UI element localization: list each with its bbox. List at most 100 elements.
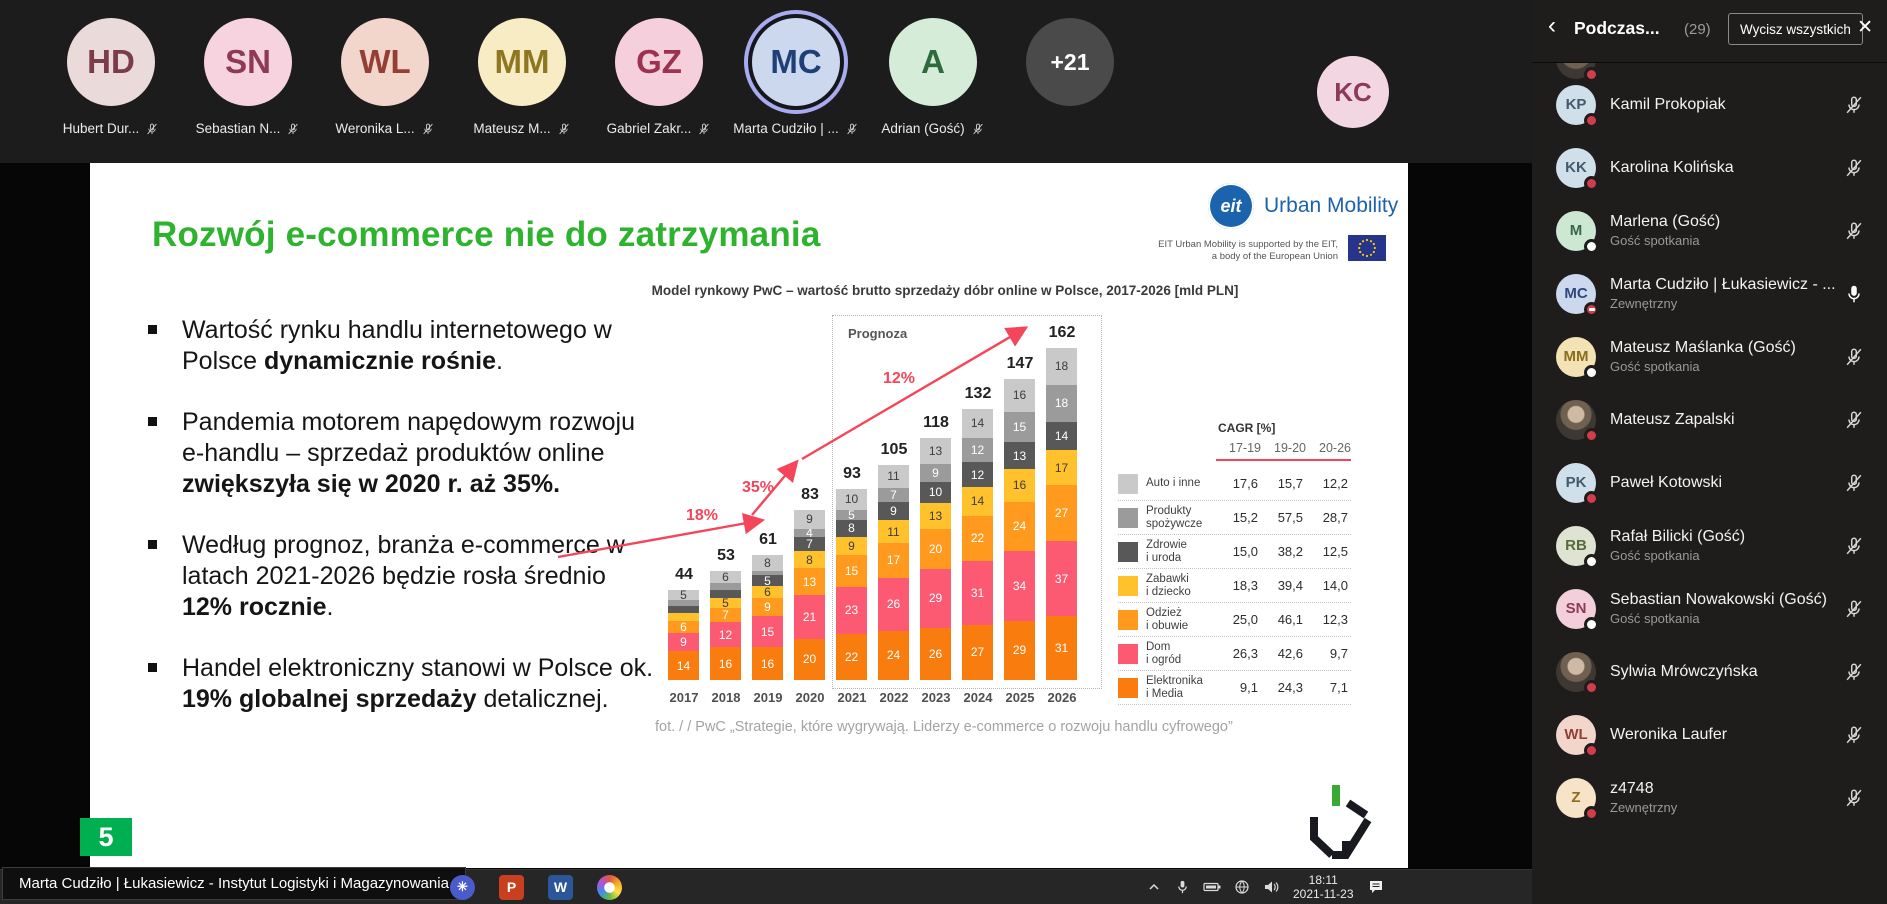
eit-urban-mobility-logo: eit Urban Mobility — [1208, 183, 1398, 229]
notification-center-icon[interactable] — [1367, 878, 1385, 896]
presence-busy-dot — [1584, 427, 1599, 443]
legend-row: Auto i inne 17,6 15,7 12,2 — [1118, 467, 1351, 501]
close-icon[interactable]: ✕ — [1857, 17, 1873, 38]
mic-muted-icon[interactable] — [1843, 346, 1865, 368]
participant-name-text: Weronika L... — [335, 121, 415, 136]
participant-role: Gość spotkania — [1610, 611, 1700, 626]
participant-avatar — [1556, 399, 1599, 443]
teams-taskbar-icon[interactable]: ✳ — [450, 874, 475, 900]
taskbar-clock[interactable]: 18:11 2021-11-23 — [1293, 873, 1354, 901]
segment-2022: 24 — [878, 630, 909, 680]
overflow-count-badge[interactable]: +21 — [1026, 18, 1114, 106]
avatar-kc[interactable]: KC — [1317, 56, 1389, 128]
participant-tile[interactable]: A Adrian (Gość) — [881, 18, 983, 136]
eit-logo-text: Urban Mobility — [1264, 194, 1399, 217]
mute-all-button[interactable]: Wycisz wszystkich — [1728, 13, 1863, 45]
tray-volume-icon[interactable] — [1263, 879, 1280, 895]
powerpoint-taskbar-icon[interactable]: P — [499, 874, 524, 900]
participant-role: Gość spotkania — [1610, 233, 1700, 248]
back-chevron-icon[interactable]: ‹ — [1548, 12, 1556, 39]
segment-2018: 5 — [710, 597, 741, 609]
segment-2024: 14 — [962, 487, 993, 516]
participant-name: Gabriel Zakr... — [607, 121, 712, 136]
bullet-icon — [148, 540, 157, 549]
participant-tile[interactable]: HD Hubert Dur... — [63, 18, 157, 136]
legend-swatch — [1118, 677, 1138, 698]
bar-2022: 11 7 9 11 17 26 24 — [878, 465, 909, 680]
participant-row[interactable]: MC Marta Cudziło | Łukasiewicz - ... Zewnę… — [1532, 262, 1887, 325]
word-taskbar-icon[interactable]: W — [548, 874, 573, 900]
avatar[interactable]: GZ — [615, 18, 703, 106]
segment-2025: 15 — [1004, 411, 1035, 443]
segment-2017 — [668, 606, 699, 613]
avatar[interactable]: HD — [67, 18, 155, 106]
tray-network-icon[interactable] — [1234, 879, 1250, 895]
participant-row[interactable]: Mateusz Zapalski — [1532, 388, 1887, 451]
segment-2025: 24 — [1004, 501, 1035, 552]
participant-tile[interactable]: SN Sebastian N... — [196, 18, 299, 136]
participant-row[interactable]: WL Weronika Laufer — [1532, 703, 1887, 766]
participants-panel: ‹ Podczas... (29) Wycisz wszystkich ✕ KP… — [1532, 0, 1887, 904]
segment-2023: 20 — [920, 528, 951, 570]
system-tray: 18:11 2021-11-23 — [1146, 870, 1385, 904]
segment-2021: 9 — [836, 536, 867, 556]
participant-name: Marta Cudziło | ... — [733, 121, 859, 136]
tray-mic-icon[interactable] — [1175, 879, 1190, 895]
mic-muted-icon[interactable] — [1843, 94, 1865, 116]
legend-label: Odzież i obuwie — [1146, 607, 1189, 632]
mic-muted-icon — [147, 123, 157, 134]
participant-tile[interactable]: MC Marta Cudziło | ... — [733, 18, 857, 136]
mic-muted-icon[interactable] — [1843, 220, 1865, 242]
cagr-value: 39,4 — [1277, 578, 1303, 593]
segment-2022: 26 — [878, 577, 909, 631]
segment-2017: 6 — [668, 620, 699, 633]
mic-muted-icon[interactable] — [1843, 724, 1865, 746]
participant-row[interactable]: SN Sebastian Nowakowski (Gość) Gość spotka… — [1532, 577, 1887, 640]
participant-row[interactable]: PK Paweł Kotowski — [1532, 451, 1887, 514]
mic-muted-icon[interactable] — [1843, 598, 1865, 620]
cagr-header: CAGR [%] — [1218, 421, 1276, 435]
segment-2026: 27 — [1046, 485, 1077, 541]
presence-busy-dot — [1584, 490, 1599, 506]
segment-2024: 27 — [962, 624, 993, 681]
avatar[interactable]: A — [889, 18, 977, 106]
participant-tile[interactable]: MM Mateusz M... — [473, 18, 569, 136]
participant-avatar: RB — [1556, 525, 1599, 569]
participant-name: Marlena (Gość) — [1610, 213, 1721, 230]
participant-row[interactable]: KK Karolina Kolińska — [1532, 136, 1887, 199]
participant-row[interactable]: KP Kamil Prokopiak — [1532, 73, 1887, 136]
participant-row[interactable]: M Marlena (Gość) Gość spotkania — [1532, 199, 1887, 262]
bullet-icon — [148, 325, 157, 334]
participant-row[interactable]: Sylwia Mrówczyńska — [1532, 640, 1887, 703]
segment-2018: 16 — [710, 647, 741, 680]
mic-muted-icon[interactable] — [1843, 535, 1865, 557]
mic-muted-icon[interactable] — [1843, 409, 1865, 431]
mic-active-icon[interactable] — [1843, 283, 1865, 305]
participant-list: KP Kamil Prokopiak KK Karolina Kolińska M Mar… — [1532, 63, 1887, 904]
tray-battery-icon[interactable] — [1203, 879, 1221, 895]
mic-muted-icon[interactable] — [1843, 472, 1865, 494]
segment-2026: 37 — [1046, 540, 1077, 617]
tray-chevron-icon[interactable] — [1146, 879, 1162, 895]
participant-tile[interactable]: WL Weronika L... — [335, 18, 433, 136]
avatar[interactable]: MM — [478, 18, 566, 106]
mic-muted-icon[interactable] — [1843, 661, 1865, 683]
participant-tile[interactable]: GZ Gabriel Zakr... — [607, 18, 710, 136]
segment-2021: 8 — [836, 520, 867, 537]
participant-row[interactable]: MM Mateusz Maślanka (Gość) Gość spotkania — [1532, 325, 1887, 388]
mic-muted-icon[interactable] — [1843, 787, 1865, 809]
avatar[interactable]: WL — [341, 18, 429, 106]
mic-muted-icon[interactable] — [1843, 157, 1865, 179]
segment-2017: 14 — [668, 651, 699, 681]
participant-row[interactable]: RB Rafał Bilicki (Gość) Gość spotkania — [1532, 514, 1887, 577]
avatar[interactable]: SN — [204, 18, 292, 106]
participant-name: Mateusz Zapalski — [1610, 410, 1735, 428]
paint-taskbar-icon[interactable] — [597, 874, 622, 900]
overflow-participants-tile[interactable]: +21 — [1026, 18, 1114, 136]
avatar[interactable]: MC — [752, 18, 840, 106]
participant-name: Sylwia Mrówczyńska — [1610, 662, 1758, 680]
bar-2023: 13 9 10 13 20 29 26 — [920, 438, 951, 681]
presence-white-dot — [1584, 238, 1599, 254]
cagr-value: 9,7 — [1329, 646, 1348, 661]
